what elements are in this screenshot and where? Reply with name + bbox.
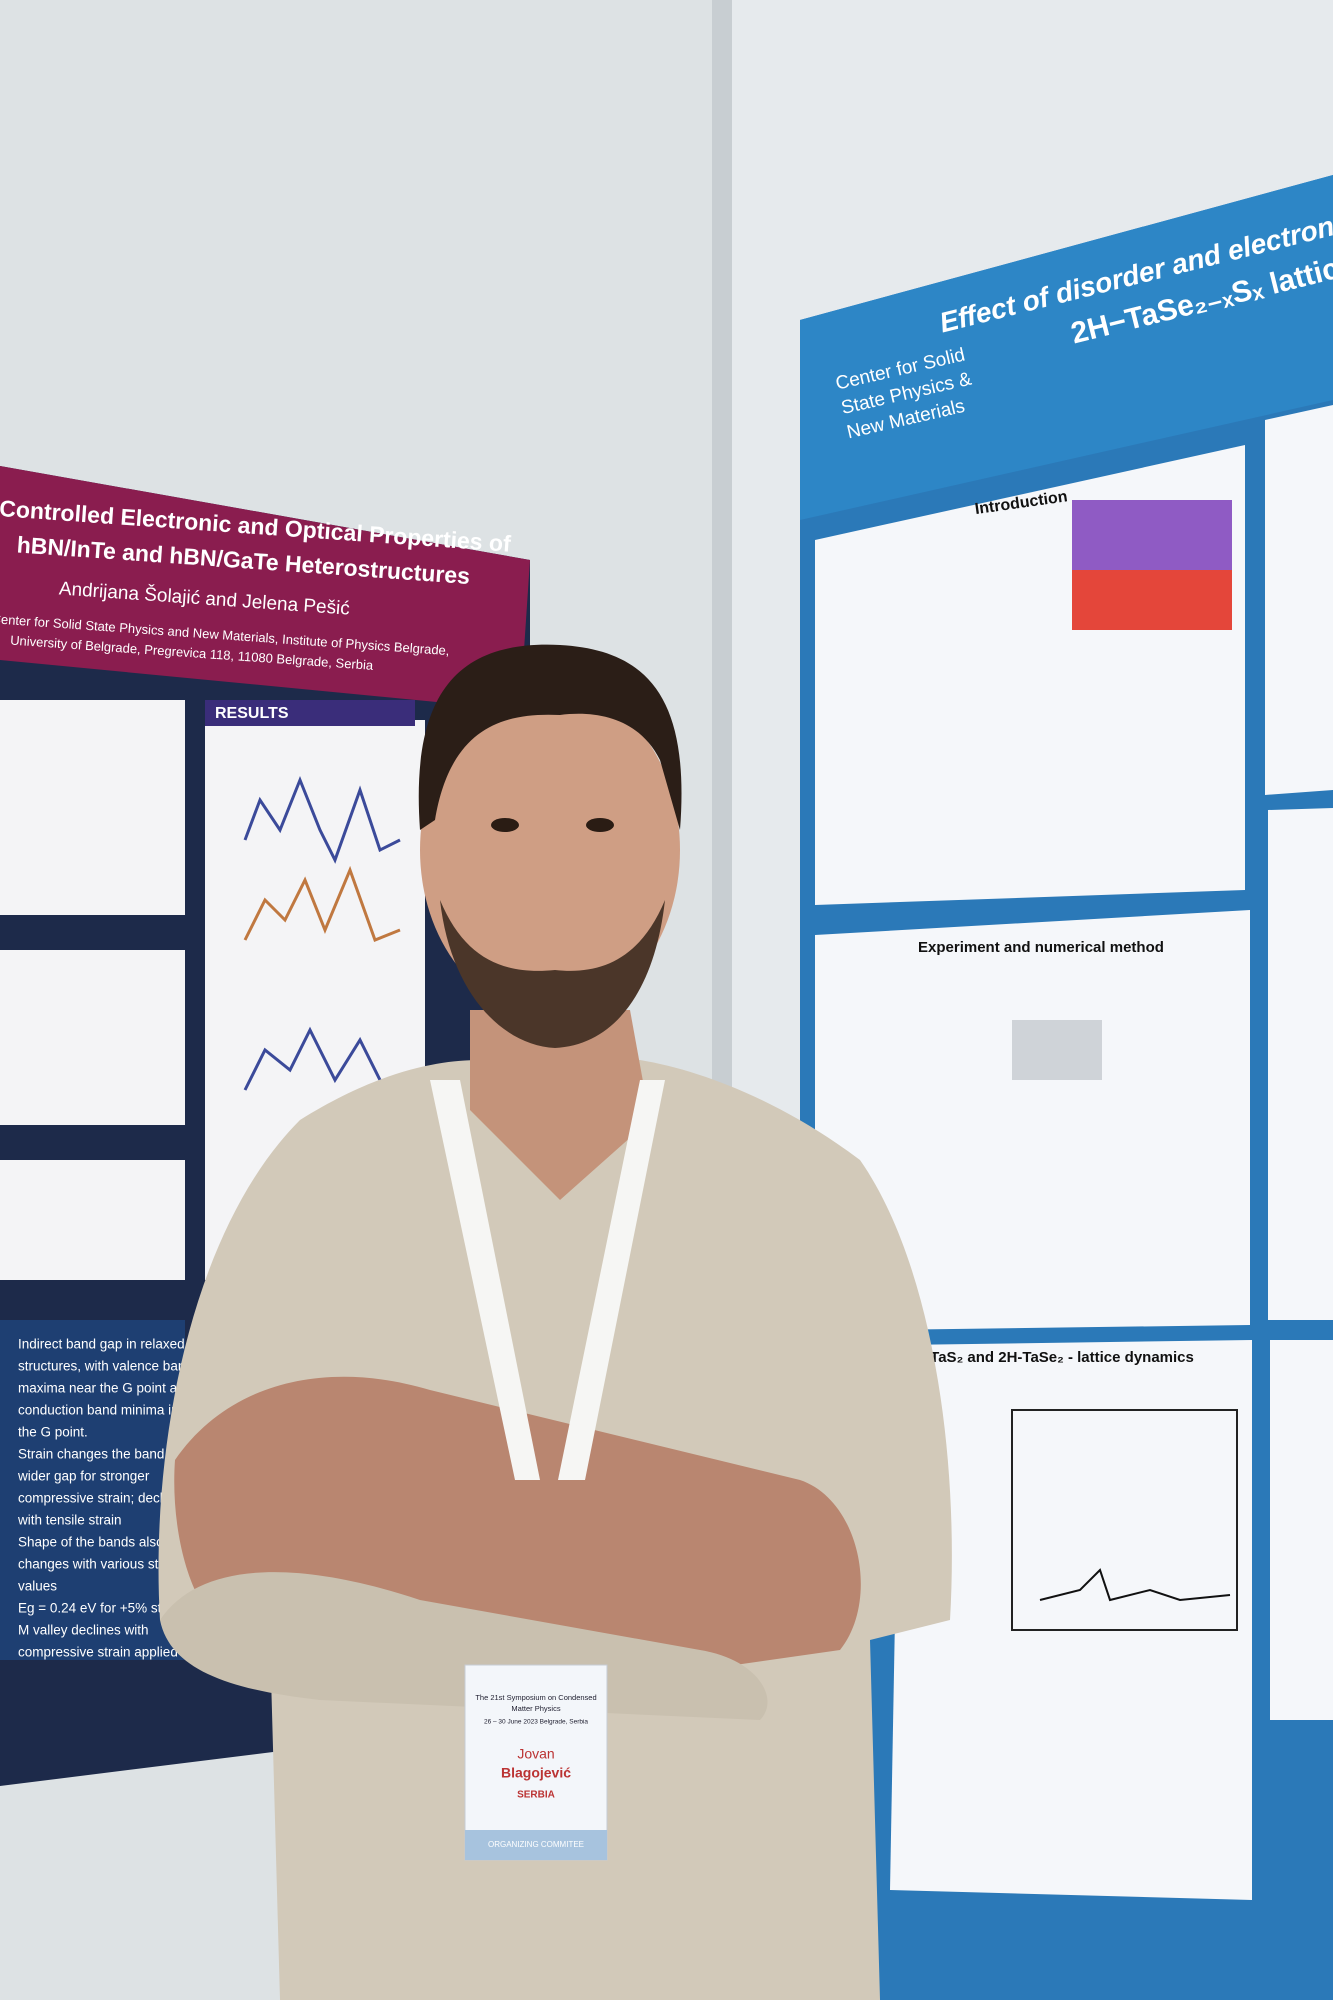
- panel: [1270, 1340, 1333, 1720]
- poster-header: [800, 175, 1333, 520]
- panel: [815, 910, 1250, 1330]
- badge-role: ORGANIZING COMMITEE: [488, 1840, 584, 1849]
- section-header: Experiment and numerical method: [918, 939, 1164, 956]
- badge-last-name: Blagojević: [501, 1765, 571, 1781]
- panel: [0, 1320, 185, 1660]
- neck: [470, 1010, 650, 1200]
- phase-diagram: [1072, 570, 1232, 630]
- eye: [586, 818, 614, 832]
- badge-footer: [465, 1830, 607, 1860]
- setup-image: [1012, 1020, 1102, 1080]
- panel: [0, 1160, 185, 1280]
- right-poster: Effect of disorder and electron-p 2H−TaS…: [800, 175, 1333, 2000]
- bullet-text: Shape of the bands also: [18, 1535, 164, 1550]
- sleeve: [160, 1572, 768, 1720]
- bullet-text: compressive strain applied: [18, 1645, 178, 1660]
- panel: [1268, 808, 1333, 1320]
- beard: [440, 900, 665, 1048]
- badge-first-name: Jovan: [517, 1746, 554, 1762]
- badge-event: The 21st Symposium on Condensed: [475, 1693, 596, 1702]
- eye: [491, 818, 519, 832]
- bullet-text: changes with various strai: [18, 1557, 173, 1572]
- section-header: RESULTS: [215, 705, 289, 722]
- bullet-text: Strain changes the band bap: [18, 1447, 191, 1462]
- plot-curve: [243, 775, 401, 864]
- bullet-text: Eg = 0.24 eV for +5% strain!: [18, 1601, 188, 1616]
- bullet-text: conduction band minima in: [18, 1403, 179, 1418]
- bullet-text: maxima near the G point and: [18, 1381, 192, 1396]
- panel: [890, 1340, 1252, 1900]
- lanyard: [430, 1080, 540, 1480]
- panel: [0, 950, 185, 1125]
- bullet-text: the G point.: [18, 1425, 88, 1440]
- badge-event: Matter Physics: [511, 1704, 560, 1713]
- badge-country: SERBIA: [517, 1790, 555, 1801]
- bullet-text: wider gap for stronger: [17, 1469, 150, 1484]
- badge-text: The 21st Symposium on Condensed Matter P…: [475, 1693, 596, 1849]
- panel: [1265, 405, 1333, 795]
- person: [158, 644, 952, 2000]
- bullet-text: with tensile strain: [17, 1513, 122, 1528]
- panel: [0, 700, 185, 915]
- results-bar: [205, 700, 415, 726]
- bullet-text: M valley declines with: [18, 1623, 149, 1638]
- hair: [418, 644, 682, 830]
- bullet-text: compressive strain; declin: [18, 1491, 173, 1506]
- lanyard: [558, 1080, 665, 1480]
- plot-curve: [243, 865, 401, 942]
- bullet-text: values: [18, 1579, 57, 1594]
- section-header: 2H-TaS₂ and 2H-TaSe₂ - lattice dynamics: [906, 1349, 1194, 1366]
- bullet-text: Indirect band gap in relaxed: [18, 1337, 185, 1352]
- poster-header: [0, 466, 530, 710]
- raman-plot: [1011, 1409, 1238, 1631]
- badge-dates: 26 – 30 June 2023 Belgrade, Serbia: [484, 1719, 588, 1726]
- face: [420, 685, 680, 1015]
- plot-curve: [1039, 1568, 1231, 1602]
- bullet-text: structures, with valence band: [18, 1359, 193, 1374]
